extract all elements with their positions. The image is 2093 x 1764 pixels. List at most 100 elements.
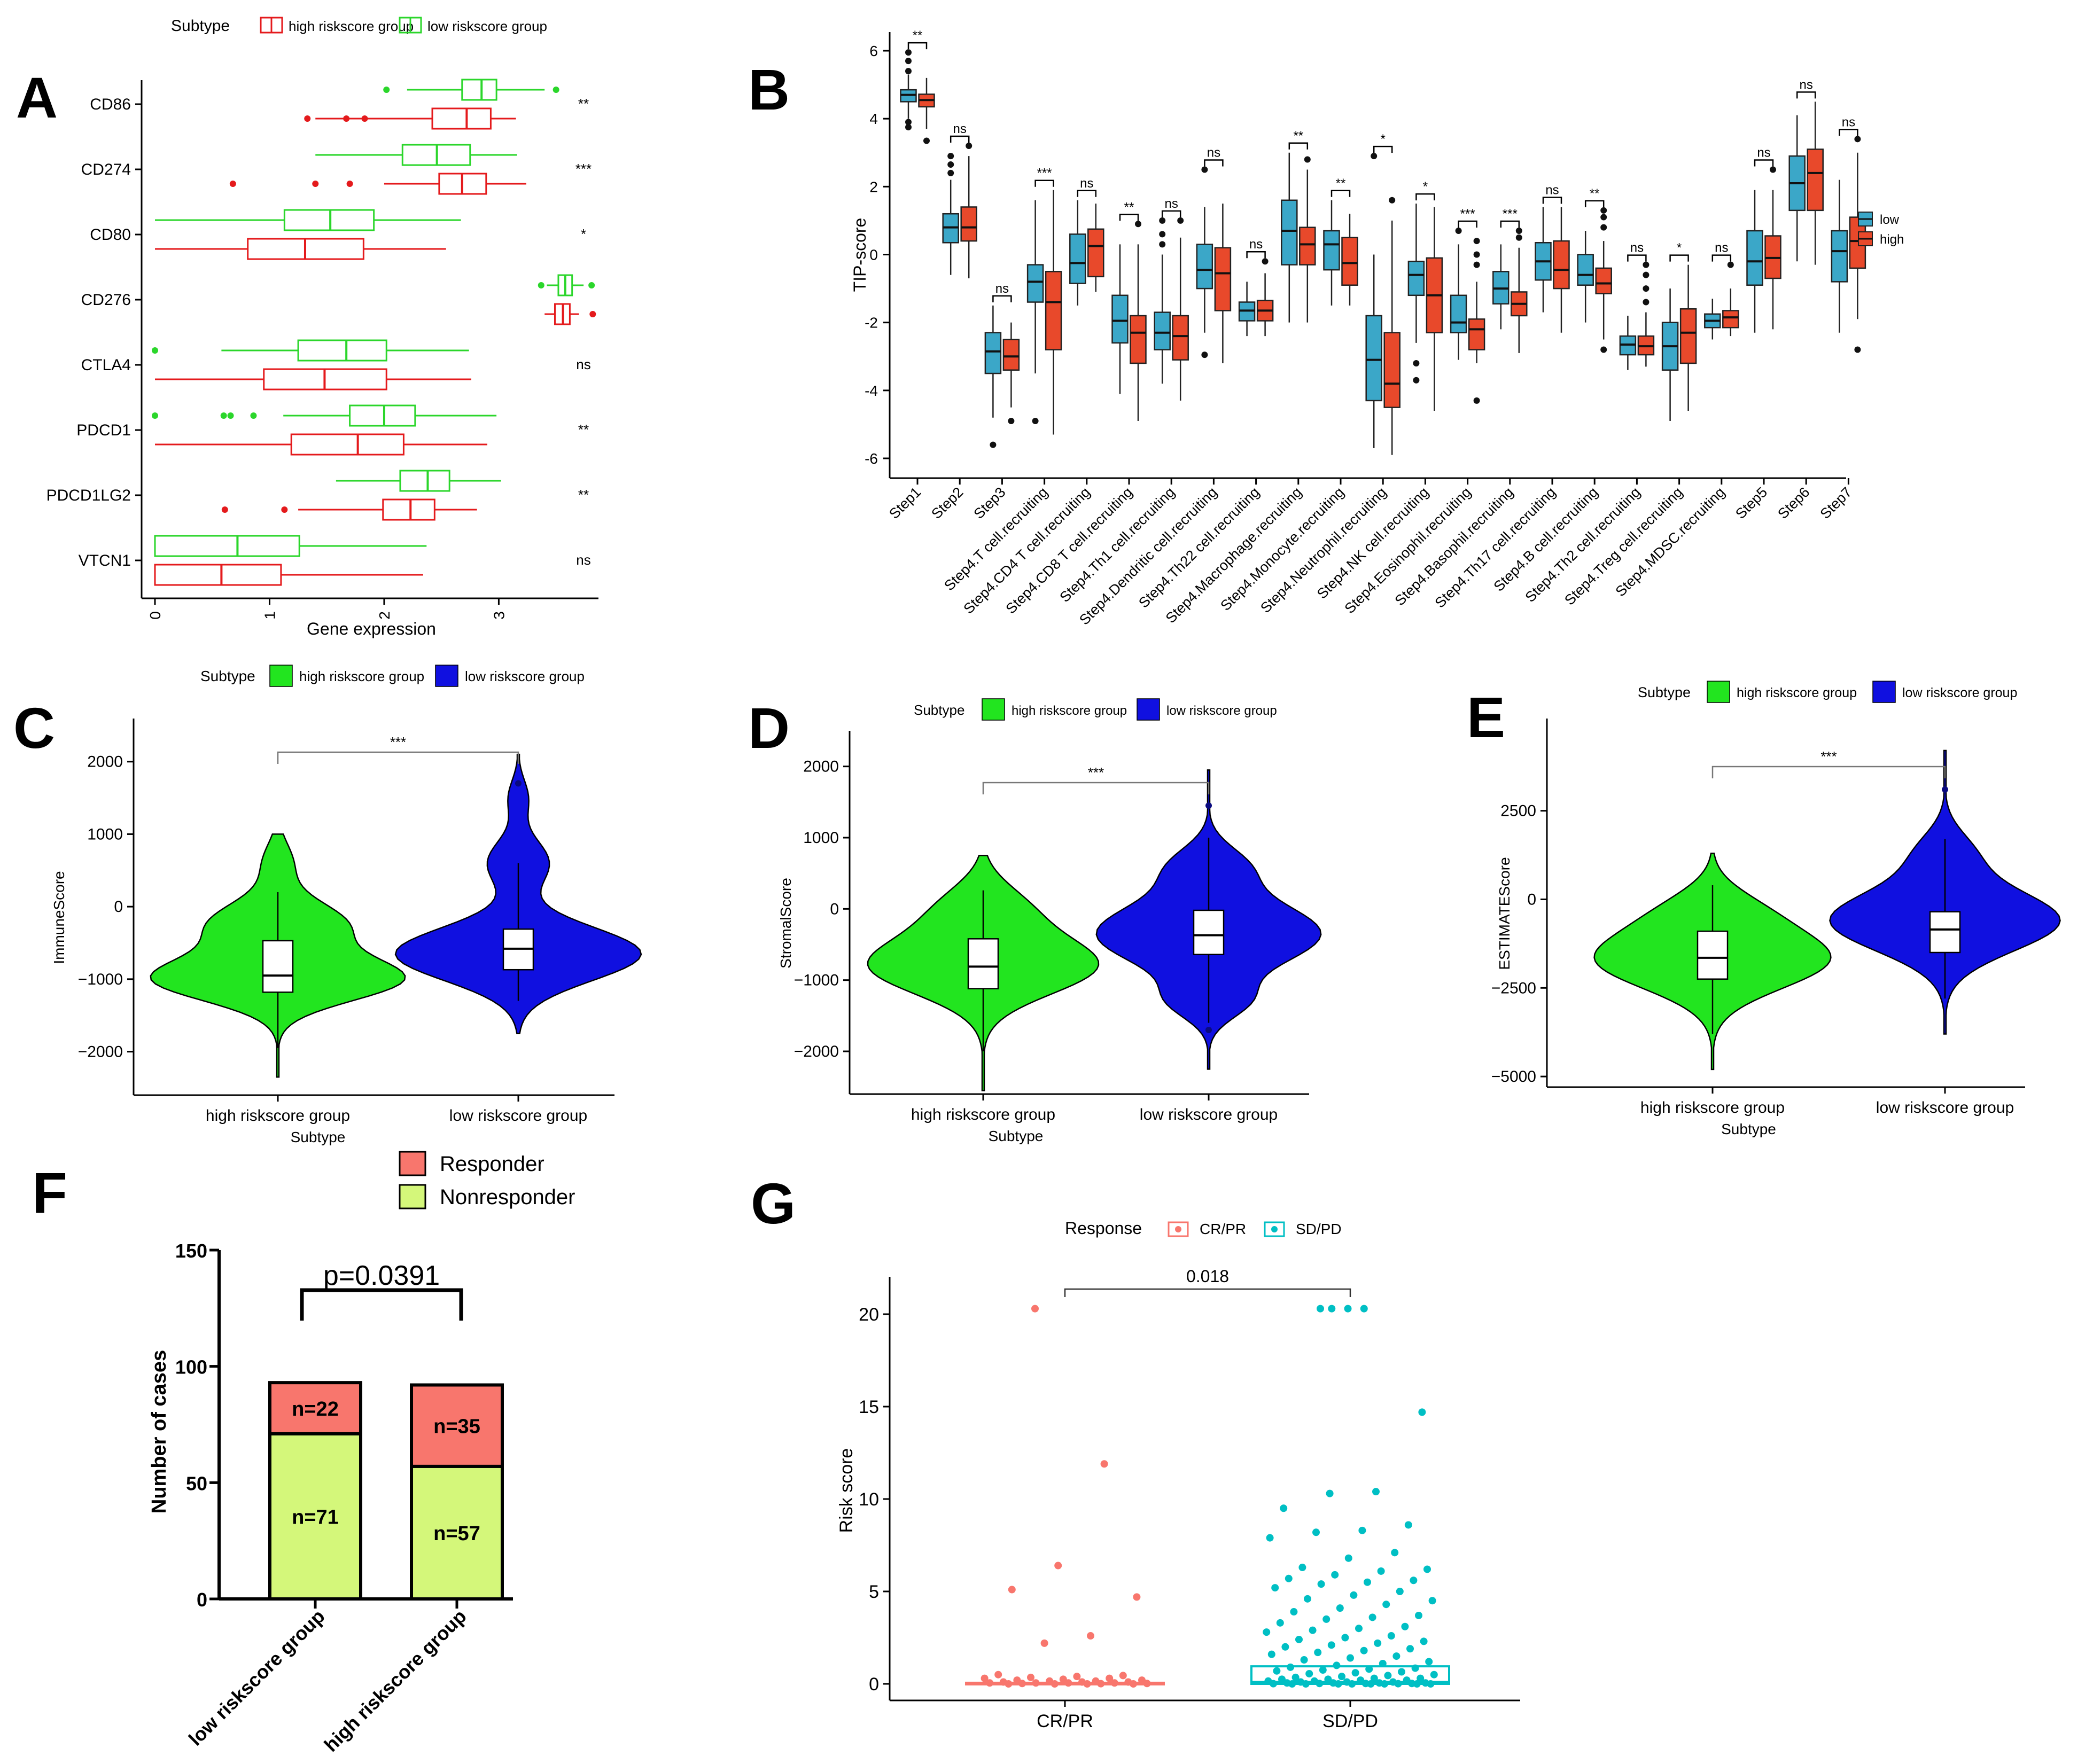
box-high-step	[1299, 156, 1316, 323]
outlier-point	[538, 282, 544, 288]
data-point	[1374, 1639, 1382, 1647]
y-tick-label: 6	[869, 43, 878, 59]
box-high-VTCN1	[154, 564, 423, 586]
box-high-step	[1341, 214, 1358, 306]
data-point	[1008, 1586, 1016, 1594]
legend-entry: SD/PD	[1296, 1221, 1342, 1237]
data-point	[1276, 1619, 1284, 1627]
outlier-point	[1389, 197, 1396, 204]
significance-bracket	[1669, 254, 1689, 262]
box	[1831, 230, 1848, 283]
panel-a: Subtype high riskscore group low riskscore…	[46, 17, 598, 638]
outlier-point	[1455, 227, 1462, 234]
box-low-step	[1661, 288, 1679, 422]
box-low-step	[1704, 299, 1721, 340]
data-point	[1392, 1652, 1400, 1660]
y-tick-label: 1000	[87, 825, 123, 843]
legend-key-1	[435, 665, 458, 687]
significance-bracket	[277, 751, 519, 764]
significance-bracket	[1246, 251, 1266, 259]
bar-value-label: n=35	[433, 1416, 480, 1438]
box-low-step	[1746, 190, 1763, 333]
data-point	[1309, 1626, 1317, 1634]
gene-label: PDCD1	[76, 422, 131, 439]
y-tick-label: 100	[175, 1356, 207, 1378]
outlier-point	[1643, 285, 1649, 292]
box	[1722, 310, 1739, 329]
outlier-point	[1032, 418, 1039, 425]
significance-bracket	[1458, 220, 1477, 228]
legend-key-1	[1264, 1221, 1285, 1237]
significance-bracket	[907, 42, 928, 50]
significance-bracket	[1077, 190, 1097, 197]
significance-bracket	[1584, 200, 1605, 207]
significance-label: ns	[1165, 197, 1178, 211]
box	[431, 107, 492, 130]
legend-key-1	[1137, 698, 1160, 721]
significance-label: ns	[995, 282, 1009, 296]
significance-bracket	[1034, 179, 1054, 187]
outlier-point	[1600, 224, 1607, 231]
significance-label: *	[1381, 132, 1386, 146]
panel-label-D: D	[748, 696, 790, 760]
data-point	[1291, 1673, 1300, 1681]
legend-key-0	[399, 1151, 426, 1176]
box-low-step	[900, 49, 917, 131]
significance-label: **	[1590, 186, 1600, 201]
y-tick-label: −2000	[794, 1043, 839, 1060]
legend-entry: low	[1880, 213, 1900, 227]
box	[1450, 294, 1467, 333]
data-point	[1384, 1672, 1392, 1680]
x-tick-label: high riskscore group	[320, 1605, 470, 1756]
data-point	[1097, 1680, 1105, 1688]
outlier-point	[905, 119, 912, 126]
step-label: Step5	[1732, 484, 1770, 522]
step-label: Step1	[886, 484, 924, 522]
outlier-point	[905, 49, 912, 56]
significance-bracket	[1204, 159, 1224, 167]
data-point	[1285, 1574, 1293, 1582]
legend-key-box	[399, 1184, 426, 1209]
y-tick-label: 2000	[87, 753, 123, 771]
box	[297, 339, 387, 362]
y-tick-label: −1000	[794, 972, 839, 989]
box-high-step	[1256, 258, 1274, 337]
box	[984, 332, 1002, 374]
data-point	[1377, 1567, 1385, 1575]
data-point	[1270, 1680, 1277, 1688]
y-tick-label: -4	[865, 383, 878, 399]
significance-bracket	[1373, 145, 1393, 153]
box-low-step	[1069, 200, 1086, 306]
significance-label: *	[581, 226, 586, 242]
box	[1341, 237, 1358, 286]
outlier-point	[152, 347, 158, 354]
outlier-point	[1854, 136, 1861, 143]
outlier-point	[1262, 258, 1269, 265]
outlier-point	[1473, 238, 1480, 245]
outlier-point	[588, 282, 595, 288]
violin-0	[867, 855, 1100, 1091]
data-point	[1119, 1672, 1127, 1680]
box	[1323, 230, 1340, 271]
data-point	[1372, 1488, 1380, 1496]
box	[1746, 230, 1763, 286]
box-low-step	[1281, 152, 1298, 323]
significance-label: *	[1677, 241, 1682, 255]
box	[349, 404, 416, 427]
significance-label: ***	[1820, 748, 1837, 764]
outlier-point	[304, 115, 311, 122]
legend-key-0	[260, 17, 283, 34]
box	[1299, 227, 1316, 266]
data-point	[1288, 1680, 1296, 1688]
box-low-step	[1196, 166, 1213, 358]
legend-key-box	[1872, 681, 1896, 703]
outlier-point	[383, 87, 390, 93]
significance-bracket	[950, 135, 970, 143]
data-point	[1327, 1641, 1335, 1649]
box-low-step	[1365, 153, 1382, 448]
significance-bracket	[1754, 159, 1774, 167]
x-tick-label: 0	[147, 611, 164, 620]
significance-label: **	[578, 487, 589, 503]
outlier-point	[1643, 299, 1649, 306]
box	[283, 209, 375, 231]
